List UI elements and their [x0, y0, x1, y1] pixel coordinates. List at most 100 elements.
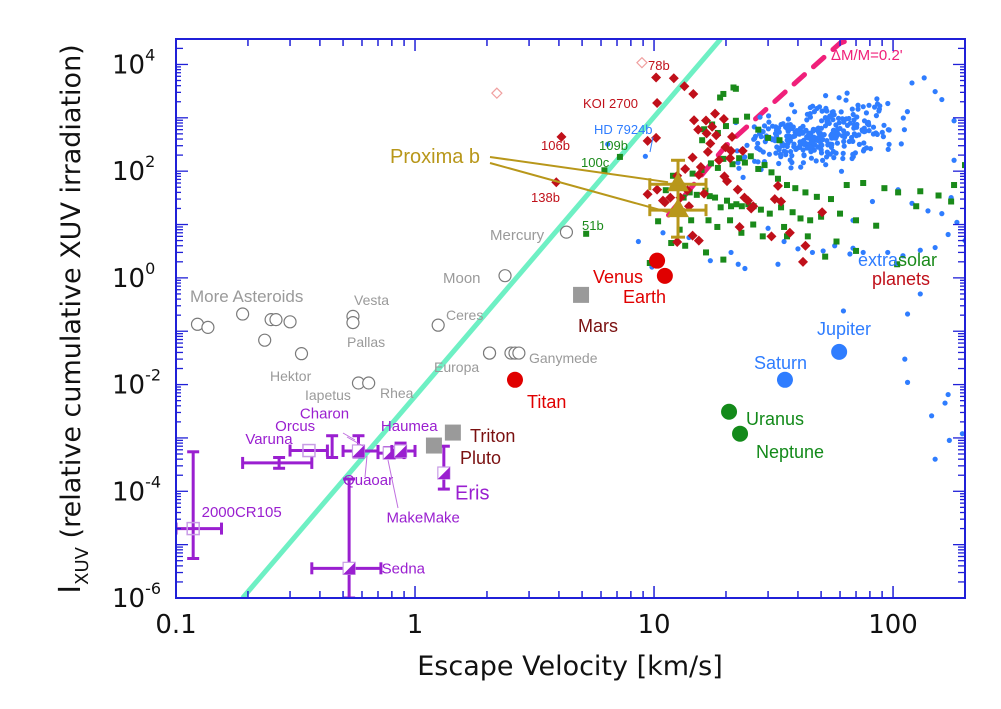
exoplanet-point-red — [652, 97, 663, 108]
exoplanet-point-blue — [813, 158, 819, 164]
exoplanet-point-red — [742, 195, 753, 206]
exoplanet-point-blue — [867, 146, 874, 152]
exoplanet-point-green — [720, 256, 727, 263]
exoplanet-point-blue — [807, 144, 813, 150]
exoplanet-point-blue — [860, 104, 866, 110]
exoplanet-point-red — [772, 180, 783, 191]
exoplanet-point-blue — [823, 162, 829, 168]
exoplanet-point-blue — [959, 431, 965, 437]
exoplanet-point-blue — [939, 96, 945, 103]
exoplanet-point-blue — [946, 437, 952, 443]
exoplanet-point-red — [687, 230, 698, 241]
body-marker-filled — [721, 403, 738, 420]
exoplanet-point-blue — [811, 109, 818, 115]
exoplanet-point-red — [705, 138, 716, 149]
exoplanet-point-blue — [824, 149, 830, 155]
proxima-b-triangle — [667, 198, 690, 218]
exoplanet-point-blue — [785, 116, 792, 122]
dwarf-marker-open — [302, 443, 316, 458]
exoplanet-point-green — [774, 175, 781, 182]
exoplanet-point-red — [726, 145, 737, 156]
exoplanet-point-blue — [742, 265, 748, 272]
exoplanet-point-green — [792, 185, 799, 192]
y-tick-base: 10 — [112, 264, 145, 294]
exoplanet-point-blue — [847, 251, 853, 257]
exoplanet-point-blue — [765, 225, 771, 231]
exoplanet-point-blue — [766, 113, 772, 119]
proxima-b-leader — [489, 162, 669, 214]
exoplanet-point-blue — [853, 133, 860, 139]
exoplanet-point-blue — [754, 145, 760, 151]
dwarf-planet-orcus — [288, 443, 329, 458]
label-pluto: Pluto — [460, 448, 501, 468]
exoplanet-point-blue — [856, 141, 863, 147]
body-mars — [573, 286, 590, 303]
exoplanet-point-blue — [837, 125, 843, 132]
body-uranus — [721, 403, 738, 420]
exoplanet-point-blue — [855, 102, 861, 108]
label-mars: Mars — [578, 316, 618, 336]
exoplanet-point-green — [693, 191, 700, 198]
body-marker-open — [431, 318, 445, 332]
body-marker-open — [346, 316, 360, 330]
exoplanet-point-blue — [787, 126, 793, 132]
exoplanet-point-blue — [835, 115, 842, 121]
y-axis-title-main: I — [53, 585, 88, 594]
label-saturn: Saturn — [754, 353, 807, 373]
exoplanet-point-blue — [819, 108, 825, 114]
dwarf-planet-sedna — [310, 477, 383, 598]
exoplanet-point-green — [744, 113, 751, 120]
exoplanet-point-green — [688, 217, 695, 224]
exoplanet-point-blue — [642, 153, 648, 159]
exoplanet-point-blue — [945, 391, 951, 398]
dwarf-label-makemake: MakeMake — [387, 510, 460, 527]
exoplanet-point-red — [699, 188, 710, 199]
exoplanet-point-green — [703, 249, 710, 256]
exoplanet-point-green — [853, 247, 860, 254]
exoplanet-point-green — [705, 217, 712, 224]
exoplanet-point-green — [757, 206, 764, 213]
exoplanet-point-blue — [838, 109, 844, 115]
exoplanet-point-blue — [841, 134, 848, 140]
exoplanet-label: 51b — [582, 218, 604, 233]
exoplanet-label: 78b — [648, 58, 670, 73]
exoplanet-point-green — [837, 210, 844, 217]
exoplanet-point-blue — [766, 119, 772, 125]
body-saturn — [776, 371, 793, 388]
asteroid-point — [201, 320, 215, 334]
exoplanet-point-blue — [815, 128, 821, 134]
exoplanet-point-blue — [787, 122, 794, 128]
exoplanet-point-red — [817, 207, 828, 218]
exoplanet-point-blue — [735, 160, 741, 166]
exoplanet-point-green — [948, 198, 955, 205]
exoplanet-point-blue — [820, 248, 826, 254]
x-axis-title: Escape Velocity [km/s] — [417, 651, 723, 682]
body-marker-filled — [732, 425, 749, 442]
exoplanet-point-blue — [838, 168, 845, 174]
exoplanet-point-blue — [810, 136, 816, 142]
body-marker-square — [425, 437, 442, 454]
label-moon: Moon — [443, 270, 481, 287]
exoplanet-point-blue — [736, 165, 742, 171]
exoplanet-point-blue — [804, 117, 810, 123]
exoplanet-point-green — [781, 223, 788, 230]
exoplanet-point-red — [707, 121, 718, 132]
exoplanet-label: 100c — [581, 155, 610, 170]
exoplanet-point-red — [680, 163, 691, 174]
exoplanet-point-blue — [844, 90, 850, 96]
exoplanet-point-blue — [773, 124, 779, 130]
body-marker-open — [362, 376, 376, 390]
exoplanet-point-green — [722, 123, 729, 130]
y-tick-base: 10 — [112, 477, 145, 507]
label-jupiter: Jupiter — [817, 319, 871, 339]
body-marker-filled — [656, 267, 673, 284]
exoplanet-point-blue — [784, 143, 790, 150]
y-tick-exponent: -2 — [145, 366, 161, 385]
body-marker-open — [482, 346, 497, 360]
exoplanet-point-green — [755, 165, 762, 172]
exoplanet-point-blue — [794, 128, 800, 134]
exoplanet-point-blue — [849, 106, 855, 112]
exoplanet-point-blue — [826, 120, 832, 126]
exoplanet-point-green — [727, 217, 734, 224]
exoplanet-point-green — [689, 170, 696, 177]
